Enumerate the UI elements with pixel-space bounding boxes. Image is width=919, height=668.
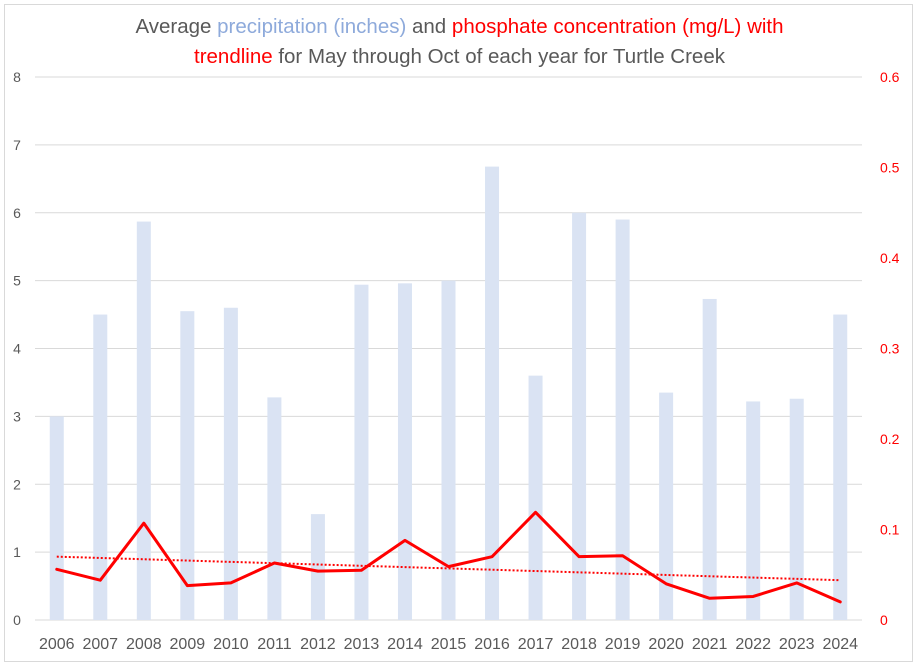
- x-axis-ticks: 2006 2007 2008 2009 2010 2011 2012 2013 2014 2015…: [39, 636, 858, 653]
- left-axis-tick-label: 4: [13, 341, 21, 357]
- phosphate-point: [796, 582, 798, 584]
- right-axis-tick-label: 0: [880, 612, 888, 628]
- right-axis-ticks: 0 0.1 0.2 0.3 0.4 0.5 0.6: [880, 69, 900, 628]
- title-text-precipitation: precipitation (inches): [217, 15, 407, 38]
- precipitation-bar: [136, 221, 151, 621]
- precipitation-bar: [572, 212, 587, 620]
- x-axis-tick-label: 2016: [474, 636, 510, 653]
- title-text-rest: for May through Oct of each year for Tur…: [272, 45, 725, 68]
- phosphate-point: [99, 579, 101, 581]
- x-axis-tick-label: 2013: [344, 636, 380, 653]
- x-axis-tick-label: 2011: [257, 636, 292, 653]
- phosphate-point: [360, 569, 362, 571]
- phosphate-point: [709, 597, 711, 599]
- right-axis-tick-label: 0.3: [880, 341, 900, 357]
- left-axis-tick-label: 7: [13, 137, 21, 153]
- chart-title: Average precipitation (inches) and phosp…: [0, 12, 919, 72]
- title-text-1: Average: [135, 15, 218, 38]
- precipitation-bar: [746, 401, 761, 620]
- phosphate-point: [665, 583, 667, 585]
- precipitation-bar: [615, 219, 630, 620]
- precipitation-bar: [485, 166, 500, 620]
- precipitation-bar: [267, 397, 282, 620]
- right-axis-tick-label: 0.4: [880, 250, 900, 266]
- x-axis-tick-label: 2022: [735, 636, 771, 653]
- left-axis-ticks: 0 1 2 3 4 5 6 7 8: [13, 69, 21, 628]
- left-axis-tick-label: 1: [13, 544, 21, 560]
- trendline-group: [56, 555, 841, 582]
- x-axis-tick-label: 2012: [300, 636, 336, 653]
- precipitation-bar: [441, 280, 456, 620]
- x-axis-tick-label: 2021: [692, 636, 728, 653]
- precipitation-bar: [310, 514, 325, 620]
- phosphate-point: [317, 570, 319, 572]
- phosphate-point: [273, 562, 275, 564]
- precipitation-bar: [702, 298, 717, 620]
- x-axis-tick-label: 2023: [779, 636, 815, 653]
- left-axis-tick-label: 3: [13, 408, 21, 424]
- precipitation-bar: [659, 392, 674, 620]
- precipitation-bar: [833, 314, 848, 620]
- right-axis-tick-label: 0.5: [880, 160, 900, 176]
- precipitation-bar: [528, 375, 543, 620]
- precipitation-bar: [223, 307, 238, 620]
- precipitation-bar: [93, 314, 108, 620]
- right-axis-tick-label: 0.1: [880, 522, 900, 538]
- x-axis-tick-label: 2014: [387, 636, 423, 653]
- phosphate-line-group: [55, 510, 842, 604]
- title-text-phosphate: phosphate concentration (mg/L) with: [451, 15, 784, 38]
- right-axis-tick-label: 0.6: [880, 69, 900, 85]
- x-axis-tick-label: 2015: [431, 636, 467, 653]
- x-axis-tick-label: 2024: [822, 636, 858, 653]
- phosphate-point: [186, 585, 188, 587]
- precipitation-bar: [49, 416, 64, 620]
- left-axis-tick-label: 5: [13, 273, 21, 289]
- phosphate-point: [143, 522, 145, 524]
- x-axis-tick-label: 2008: [126, 636, 162, 653]
- x-axis-tick-label: 2009: [170, 636, 206, 653]
- phosphate-point: [752, 595, 754, 597]
- left-axis-tick-label: 6: [13, 205, 21, 221]
- phosphate-point: [56, 568, 58, 570]
- x-axis-tick-label: 2007: [82, 636, 118, 653]
- left-axis-tick-label: 8: [13, 69, 21, 85]
- phosphate-point: [622, 555, 624, 557]
- precipitation-bar: [397, 283, 412, 620]
- title-text-and: and: [406, 15, 452, 38]
- phosphate-point: [404, 539, 406, 541]
- phosphate-trendline: [56, 555, 841, 582]
- precipitation-bar: [354, 284, 369, 620]
- left-axis-tick-label: 2: [13, 476, 21, 492]
- phosphate-point: [535, 511, 537, 513]
- phosphate-point: [448, 566, 449, 568]
- x-axis-tick-label: 2018: [561, 636, 597, 653]
- title-text-trendline: trendline: [194, 45, 273, 68]
- x-axis-tick-label: 2017: [518, 636, 554, 653]
- precipitation-bar: [180, 311, 195, 620]
- phosphate-point: [491, 556, 493, 558]
- phosphate-point: [230, 582, 232, 584]
- phosphate-point: [578, 556, 580, 558]
- x-axis-tick-label: 2006: [39, 636, 75, 653]
- precipitation-bar: [789, 398, 804, 620]
- x-axis-tick-label: 2019: [605, 636, 641, 653]
- precipitation-bars: [49, 166, 848, 621]
- left-axis-tick-label: 0: [13, 612, 21, 628]
- right-axis-tick-label: 0.2: [880, 431, 900, 447]
- x-axis-tick-label: 2010: [213, 636, 249, 653]
- x-axis-tick-label: 2020: [648, 636, 684, 653]
- phosphate-point: [839, 601, 841, 603]
